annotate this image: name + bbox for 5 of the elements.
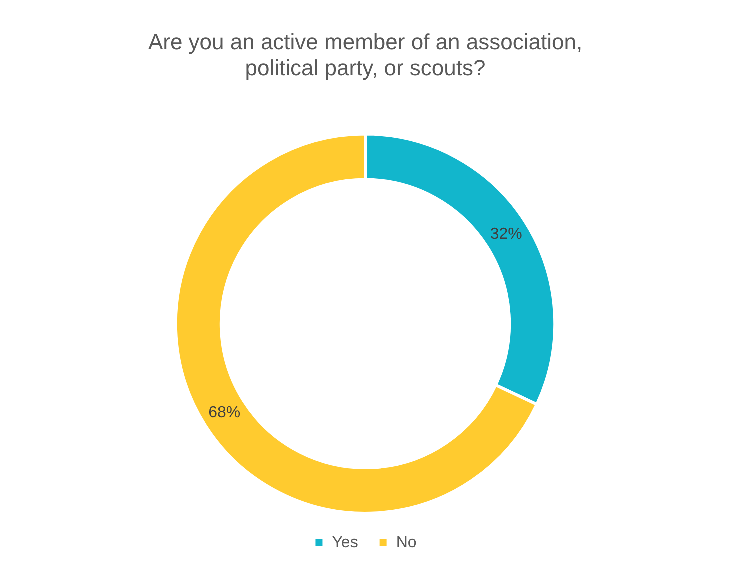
data-label: 68% [208, 404, 241, 422]
legend-label: Yes [332, 534, 358, 552]
chart-title: Are you an active member of an association, political party, or scouts? [148, 29, 583, 81]
data-label: 32% [490, 226, 522, 243]
legend-label: No [396, 534, 417, 552]
